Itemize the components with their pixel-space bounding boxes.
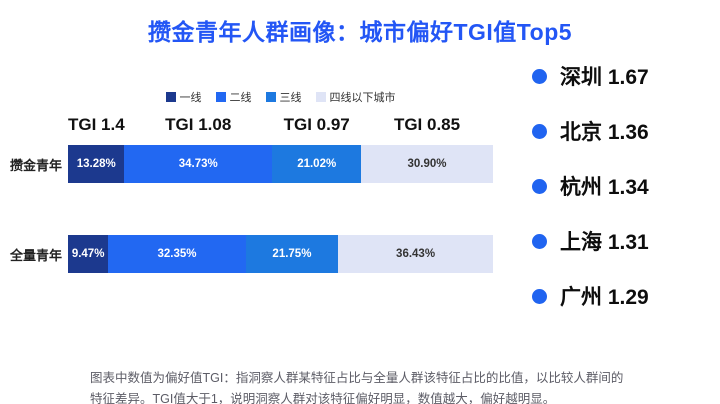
stacked-bar: 13.28% 34.73% 21.02% 30.90% (68, 145, 493, 183)
legend-label: 一线 (179, 92, 202, 104)
bar-segment: 21.75% (245, 235, 339, 273)
rank-tgi: 1.29 (607, 286, 649, 309)
tgi-label: TGI 0.85 (393, 115, 461, 134)
tgi-label-row: TGI 1.4 TGI 1.08 TGI 0.97 TGI 0.85 (68, 115, 493, 135)
legend-label: 四线以下城市 (329, 92, 396, 104)
legend-swatch-icon (215, 92, 226, 102)
legend-item-tier1: 一线 (165, 89, 202, 105)
legend-swatch-icon (165, 92, 176, 102)
legend-swatch-icon (265, 92, 276, 102)
bar-segment: 32.35% (108, 235, 246, 273)
footnote: 图表中数值为偏好值TGI：指洞察人群某特征占比与全量人群该特征占比的比值，以比较… (90, 371, 624, 404)
rank-city-value: 上海 1.31 (560, 226, 649, 256)
city-ranking-list: 深圳 1.67 北京 1.36 杭州 1.34 上海 1.31 广州 1.29 (500, 55, 720, 340)
bar-segment: 30.90% (361, 145, 493, 183)
bullet-dot-icon (532, 123, 547, 139)
bullet-dot-icon (532, 288, 547, 304)
bar-row: 全量青年 9.47% 32.35% 21.75% 36.43% (10, 235, 500, 273)
chart-title: 攒金青年人群画像：城市偏好TGI值Top5 (147, 19, 573, 45)
legend-label: 三线 (279, 92, 302, 104)
legend-item-tier4: 四线以下城市 (315, 89, 396, 105)
stacked-bar: 9.47% 32.35% 21.75% 36.43% (68, 235, 493, 273)
bar-row: 攒金青年 13.28% 34.73% 21.02% 30.90% (10, 145, 500, 183)
chart-area: 一线 二线 三线 四线以下城市 TGI 1.4 TGI 1.08 TG (0, 55, 500, 340)
rank-city-value: 广州 1.29 (560, 281, 649, 311)
bullet-dot-icon (532, 178, 547, 194)
legend-label: 二线 (229, 92, 252, 104)
list-item: 北京 1.36 (532, 120, 720, 144)
bullet-dot-icon (532, 233, 547, 249)
tgi-label: TGI 1.08 (165, 115, 232, 134)
bar-segment: 36.43% (338, 235, 493, 273)
bullet-dot-icon (532, 68, 547, 84)
main-content: 一线 二线 三线 四线以下城市 TGI 1.4 TGI 1.08 TG (0, 55, 720, 340)
bar-segment: 34.73% (124, 145, 273, 183)
tgi-label: TGI 0.97 (283, 115, 350, 134)
legend-swatch-icon (315, 92, 326, 102)
list-item: 杭州 1.34 (532, 175, 720, 199)
list-item: 深圳 1.67 (532, 65, 720, 89)
bar-row-label: 攒金青年 (10, 157, 63, 173)
legend-item-tier3: 三线 (265, 89, 302, 105)
rank-city-value: 深圳 1.67 (560, 61, 649, 91)
rank-tgi: 1.34 (607, 176, 649, 199)
rank-tgi: 1.67 (607, 66, 649, 89)
rank-city: 北京 (560, 121, 602, 144)
rank-city-value: 北京 1.36 (560, 116, 649, 146)
bar-row-label: 全量青年 (10, 247, 63, 263)
tgi-label: TGI 1.4 (68, 115, 125, 134)
rank-city: 深圳 (560, 66, 602, 89)
chart-legend: 一线 二线 三线 四线以下城市 (68, 89, 493, 105)
list-item: 广州 1.29 (532, 285, 720, 309)
rank-tgi: 1.36 (607, 121, 649, 144)
rank-city: 杭州 (560, 176, 602, 199)
bar-segment: 21.02% (272, 145, 362, 183)
rank-city: 广州 (560, 286, 602, 309)
bar-segment: 9.47% (68, 235, 109, 273)
rank-city: 上海 (560, 231, 602, 254)
bar-segment: 13.28% (68, 145, 125, 183)
list-item: 上海 1.31 (532, 230, 720, 254)
rank-city-value: 杭州 1.34 (560, 171, 649, 201)
legend-item-tier2: 二线 (215, 89, 252, 105)
rank-tgi: 1.31 (607, 231, 649, 254)
